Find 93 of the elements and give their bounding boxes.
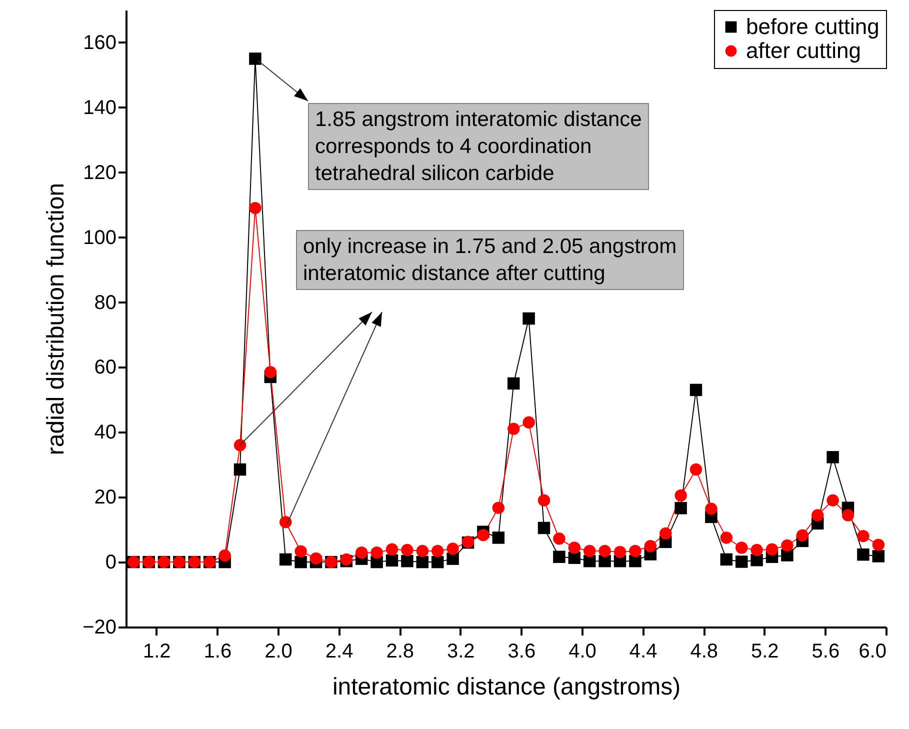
point — [842, 509, 854, 522]
point — [659, 527, 672, 540]
point — [735, 556, 748, 568]
annotation: 1.85 angstrom interatomic distance corresponds to 4 coordination tetrahedral silicon carbide — [308, 103, 649, 190]
point — [614, 546, 626, 558]
point — [370, 546, 383, 559]
point — [705, 502, 718, 515]
point — [644, 540, 657, 552]
point — [218, 549, 231, 562]
x-tick-label: 4.0 — [568, 640, 596, 662]
point — [401, 544, 414, 556]
point — [249, 202, 262, 214]
point — [431, 544, 444, 558]
point — [553, 532, 566, 545]
point — [568, 542, 581, 554]
point — [872, 550, 885, 562]
x-tick-label: 2.0 — [264, 640, 292, 662]
point — [720, 532, 733, 544]
point — [629, 554, 642, 568]
point — [264, 366, 277, 378]
point — [781, 539, 794, 552]
point — [629, 544, 642, 558]
point — [796, 529, 809, 542]
y-tick-label: 160 — [83, 32, 116, 54]
point — [234, 463, 246, 476]
point — [492, 502, 505, 514]
point — [538, 522, 550, 534]
y-tick-label: 80 — [94, 292, 116, 314]
y-tick-label: 40 — [94, 422, 116, 444]
point — [249, 52, 262, 65]
point — [401, 554, 414, 568]
point — [690, 384, 702, 396]
legend-label: after cutting — [746, 38, 861, 63]
x-axis-title: interatomic distance (angstroms) — [332, 674, 681, 700]
point — [477, 528, 490, 542]
point — [446, 542, 459, 555]
x-tick-label: 3.2 — [446, 640, 475, 662]
point — [583, 544, 596, 558]
x-tick-label: 2.4 — [325, 640, 354, 662]
point — [522, 416, 535, 429]
point — [826, 451, 839, 464]
point — [279, 553, 292, 566]
point — [507, 377, 520, 390]
point — [538, 494, 550, 506]
point — [872, 538, 885, 551]
point — [598, 554, 611, 568]
y-tick-label: 20 — [94, 486, 116, 509]
x-tick-label: 5.6 — [812, 640, 840, 662]
point — [720, 553, 733, 566]
y-tick-label: 140 — [83, 96, 116, 119]
x-tick-label: 4.8 — [690, 640, 718, 662]
point — [811, 509, 824, 522]
x-tick-label: 4.4 — [629, 640, 658, 662]
point — [674, 502, 687, 514]
point — [766, 543, 778, 556]
y-axis-title: radial distribution function — [42, 182, 70, 456]
x-tick-label: 6.0 — [858, 640, 886, 662]
point — [750, 544, 763, 556]
point — [750, 554, 763, 566]
legend-label: before cutting — [746, 14, 880, 39]
y-tick-label: 0 — [105, 552, 116, 574]
point — [492, 532, 505, 544]
point — [310, 552, 322, 565]
point — [294, 545, 307, 558]
y-tick-label: 120 — [83, 162, 116, 184]
point — [690, 463, 702, 476]
point — [522, 312, 535, 325]
annotation: only increase in 1.75 and 2.05 angstrom interatomic distance after cutting — [296, 230, 684, 290]
y-tick-label: 60 — [94, 356, 116, 379]
point — [416, 556, 429, 568]
point — [857, 548, 870, 561]
point — [416, 544, 429, 558]
point — [386, 554, 398, 567]
point — [674, 489, 687, 502]
point — [826, 494, 839, 506]
x-tick-label: 3.6 — [508, 640, 536, 662]
y-tick-label: −20 — [82, 616, 116, 638]
x-tick-label: 5.2 — [750, 640, 779, 662]
y-tick-label: 100 — [83, 226, 116, 249]
x-tick-label: 1.2 — [142, 640, 171, 662]
point — [294, 556, 307, 568]
point — [857, 530, 870, 542]
point — [234, 439, 246, 452]
x-tick-label: 2.8 — [386, 640, 414, 662]
point — [735, 542, 748, 554]
point — [279, 516, 292, 528]
point — [598, 544, 611, 558]
point — [386, 543, 398, 556]
point — [507, 422, 520, 436]
x-tick-label: 1.6 — [204, 640, 232, 662]
point — [431, 556, 444, 568]
point — [553, 550, 566, 563]
point — [355, 546, 368, 559]
